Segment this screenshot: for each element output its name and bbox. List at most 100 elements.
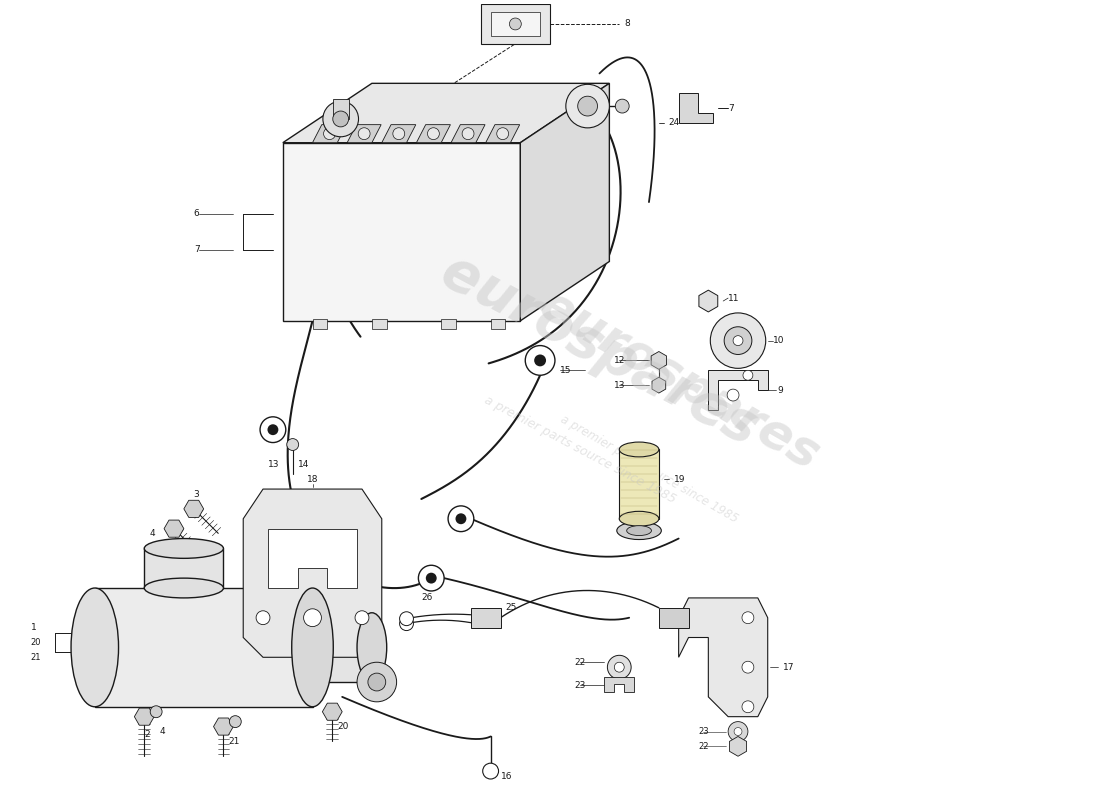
Text: 24: 24 bbox=[669, 118, 680, 127]
Text: 2: 2 bbox=[144, 730, 150, 739]
Ellipse shape bbox=[358, 613, 387, 682]
Circle shape bbox=[287, 438, 298, 450]
Circle shape bbox=[742, 701, 754, 713]
Text: 13: 13 bbox=[614, 381, 626, 390]
Circle shape bbox=[565, 84, 609, 128]
Circle shape bbox=[359, 128, 370, 140]
Ellipse shape bbox=[151, 706, 162, 718]
Polygon shape bbox=[486, 125, 519, 142]
Bar bbox=[441, 319, 456, 329]
Text: 14: 14 bbox=[298, 460, 309, 469]
Text: 19: 19 bbox=[673, 474, 685, 484]
Text: 7: 7 bbox=[194, 245, 199, 254]
Text: 17: 17 bbox=[782, 662, 794, 672]
Text: 1: 1 bbox=[31, 623, 36, 632]
Polygon shape bbox=[679, 94, 713, 123]
Circle shape bbox=[455, 514, 466, 524]
Bar bbox=[95, 588, 312, 706]
Polygon shape bbox=[708, 370, 768, 410]
Ellipse shape bbox=[617, 522, 661, 539]
Text: 13: 13 bbox=[268, 460, 279, 469]
Text: 7: 7 bbox=[728, 103, 734, 113]
Bar bbox=[659, 608, 689, 628]
Ellipse shape bbox=[367, 673, 386, 691]
Bar bbox=[491, 12, 540, 36]
Ellipse shape bbox=[230, 716, 241, 727]
Polygon shape bbox=[312, 125, 346, 142]
Circle shape bbox=[497, 128, 508, 140]
Ellipse shape bbox=[292, 588, 333, 706]
Circle shape bbox=[734, 727, 742, 735]
Polygon shape bbox=[382, 125, 416, 142]
Bar bbox=[619, 450, 659, 518]
Text: a premier parts source since 1985: a premier parts source since 1985 bbox=[482, 394, 678, 506]
Circle shape bbox=[727, 389, 739, 401]
Circle shape bbox=[428, 128, 439, 140]
Circle shape bbox=[724, 326, 752, 354]
Polygon shape bbox=[243, 489, 382, 658]
Ellipse shape bbox=[627, 526, 651, 535]
Ellipse shape bbox=[72, 588, 119, 706]
Polygon shape bbox=[283, 142, 520, 321]
Text: 23: 23 bbox=[698, 727, 710, 736]
Text: 10: 10 bbox=[772, 336, 784, 345]
Polygon shape bbox=[604, 677, 634, 692]
Text: 23: 23 bbox=[574, 681, 586, 690]
Circle shape bbox=[742, 370, 752, 380]
Text: 18: 18 bbox=[307, 474, 318, 484]
Text: a premier parts source since 1985: a premier parts source since 1985 bbox=[558, 413, 740, 526]
Ellipse shape bbox=[144, 538, 223, 558]
Circle shape bbox=[733, 336, 742, 346]
Circle shape bbox=[256, 610, 270, 625]
Circle shape bbox=[323, 101, 359, 137]
Circle shape bbox=[526, 346, 554, 375]
Text: 9: 9 bbox=[778, 386, 783, 394]
Circle shape bbox=[728, 722, 748, 742]
Circle shape bbox=[462, 128, 474, 140]
Bar bbox=[491, 319, 506, 329]
Circle shape bbox=[742, 662, 754, 673]
Circle shape bbox=[355, 610, 368, 625]
Circle shape bbox=[267, 424, 278, 435]
Circle shape bbox=[418, 566, 444, 591]
Text: 20: 20 bbox=[338, 722, 349, 731]
Text: 21: 21 bbox=[31, 653, 41, 662]
Ellipse shape bbox=[144, 578, 223, 598]
Circle shape bbox=[426, 573, 437, 583]
Circle shape bbox=[607, 655, 631, 679]
Circle shape bbox=[304, 609, 321, 626]
Bar bbox=[372, 319, 387, 329]
Bar bbox=[481, 4, 550, 44]
Text: 4: 4 bbox=[150, 529, 155, 538]
Bar bbox=[144, 549, 223, 588]
Polygon shape bbox=[348, 125, 382, 142]
Circle shape bbox=[323, 128, 336, 140]
Text: 4: 4 bbox=[160, 727, 165, 736]
Bar bbox=[471, 608, 501, 628]
Text: 16: 16 bbox=[500, 771, 512, 781]
Text: 22: 22 bbox=[698, 742, 708, 751]
Text: 21: 21 bbox=[229, 737, 240, 746]
Polygon shape bbox=[679, 598, 768, 717]
Circle shape bbox=[399, 617, 414, 630]
Ellipse shape bbox=[358, 662, 397, 702]
Polygon shape bbox=[451, 125, 485, 142]
Circle shape bbox=[614, 662, 624, 672]
Circle shape bbox=[615, 99, 629, 113]
Circle shape bbox=[742, 612, 754, 624]
Text: 25: 25 bbox=[506, 603, 517, 612]
Polygon shape bbox=[268, 529, 358, 588]
Circle shape bbox=[260, 417, 286, 442]
Circle shape bbox=[399, 612, 414, 626]
Bar bbox=[312, 613, 372, 682]
Circle shape bbox=[393, 128, 405, 140]
Circle shape bbox=[509, 18, 521, 30]
Text: 22: 22 bbox=[574, 658, 586, 666]
Text: eurospares: eurospares bbox=[530, 281, 827, 480]
Circle shape bbox=[578, 96, 597, 116]
Polygon shape bbox=[417, 125, 450, 142]
Polygon shape bbox=[283, 83, 609, 142]
Text: 11: 11 bbox=[728, 294, 739, 302]
Text: 3: 3 bbox=[194, 490, 199, 498]
Text: 26: 26 bbox=[421, 594, 432, 602]
